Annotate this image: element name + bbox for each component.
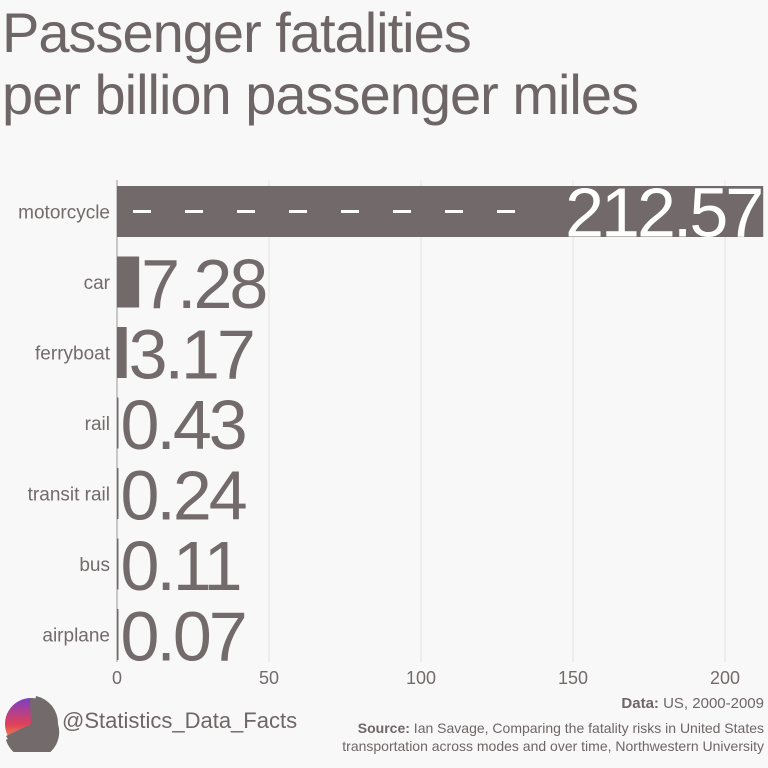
category-label: ferryboat bbox=[35, 344, 111, 365]
bar bbox=[117, 327, 127, 378]
data-label: 0.07 bbox=[121, 598, 245, 676]
bar bbox=[117, 609, 119, 660]
x-tick-label: 50 bbox=[259, 668, 279, 688]
chart-title: Passenger fatalities per billion passeng… bbox=[2, 1, 639, 126]
bar bbox=[117, 256, 140, 308]
x-tick-label: 200 bbox=[710, 668, 740, 688]
x-tick-label: 100 bbox=[406, 668, 436, 688]
data-text: US, 2000-2009 bbox=[658, 695, 764, 712]
bar bbox=[117, 468, 119, 519]
data-note: Data: US, 2000-2009 bbox=[621, 695, 764, 712]
source-label: Source: bbox=[357, 720, 410, 736]
x-tick-label: 0 bbox=[112, 668, 122, 688]
source-line-2: transportation across modes and over tim… bbox=[342, 738, 764, 754]
data-label: 0.11 bbox=[121, 527, 240, 605]
title-line-2: per billion passenger miles bbox=[2, 63, 639, 126]
category-label: airplane bbox=[42, 626, 110, 647]
bar bbox=[117, 538, 119, 590]
bar bbox=[117, 397, 119, 449]
title-line-1: Passenger fatalities bbox=[2, 1, 472, 64]
data-label: 7.28 bbox=[141, 245, 265, 323]
category-label: motorcycle bbox=[18, 203, 110, 224]
logo-pie-icon bbox=[5, 696, 60, 752]
bar bbox=[117, 186, 764, 237]
data-label: 0.24 bbox=[121, 457, 246, 535]
category-label: transit rail bbox=[28, 485, 110, 506]
data-label: Data: bbox=[621, 695, 659, 712]
data-label: 3.17 bbox=[129, 316, 253, 394]
category-label: rail bbox=[85, 414, 110, 435]
x-tick-label: 150 bbox=[558, 668, 588, 688]
category-label: bus bbox=[79, 555, 110, 576]
data-label: 0.43 bbox=[121, 386, 245, 464]
source-note: Source: Ian Savage, Comparing the fatali… bbox=[342, 719, 764, 755]
handle-text: @Statistics_Data_Facts bbox=[62, 708, 298, 733]
source-line-1: Ian Savage, Comparing the fatality risks… bbox=[409, 720, 764, 736]
category-label: car bbox=[84, 273, 111, 294]
data-label: 212.57 bbox=[565, 174, 761, 252]
